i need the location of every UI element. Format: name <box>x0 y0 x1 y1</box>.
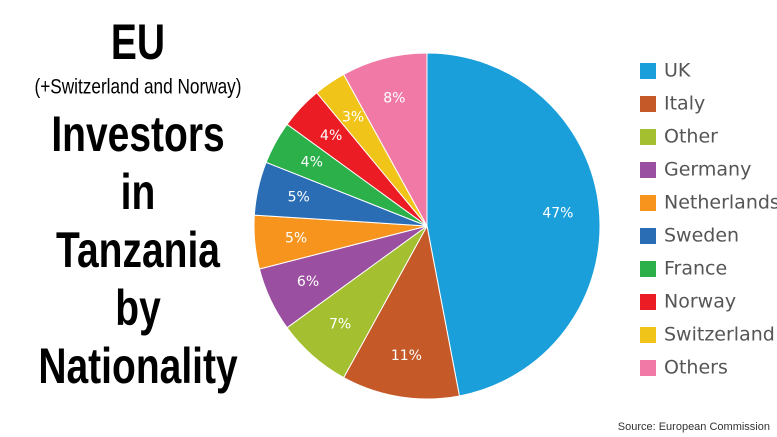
value-label: 8% <box>383 91 405 107</box>
title-block: EU <box>111 13 165 70</box>
chart-title: EU <box>111 13 165 70</box>
value-label: 4% <box>301 155 323 171</box>
legend-swatch <box>640 360 656 376</box>
legend-swatch <box>640 261 656 277</box>
pie-slice <box>342 52 428 227</box>
value-label: 6% <box>297 274 319 290</box>
legend-swatch <box>640 294 656 310</box>
value-label: 47% <box>542 206 573 222</box>
value-label: 5% <box>285 230 307 246</box>
legend-swatch <box>640 327 656 343</box>
title-line: Investors <box>51 105 224 162</box>
legend-label: Germany <box>664 159 751 181</box>
legend-label: UK <box>664 60 691 82</box>
title-line: by <box>115 279 161 336</box>
legend-label: Norway <box>664 291 736 313</box>
subtitle-block: (+Switzerland and Norway) <box>34 76 241 99</box>
legend-swatch <box>640 96 656 112</box>
legend-swatch <box>640 228 656 244</box>
title-line: in <box>121 163 156 220</box>
value-label: 4% <box>320 128 342 144</box>
legend-label: Switzerland <box>664 324 775 346</box>
legend-swatch <box>640 195 656 211</box>
legend-label: France <box>664 258 727 280</box>
legend-label: Other <box>664 126 718 148</box>
value-label: 11% <box>391 348 422 364</box>
title-line: Tanzania <box>56 221 221 278</box>
title-line: Nationality <box>38 337 237 394</box>
legend-label: Sweden <box>664 225 739 247</box>
pie-slice <box>426 52 601 397</box>
value-label: 5% <box>288 189 310 205</box>
legend-swatch <box>640 129 656 145</box>
legend-label: Italy <box>664 93 705 115</box>
legend-swatch <box>640 63 656 79</box>
source: Source: European Commission <box>618 421 770 433</box>
value-label: 7% <box>329 317 351 333</box>
chart-subtitle: (+Switzerland and Norway) <box>34 76 241 99</box>
legend-label: Others <box>664 357 728 379</box>
legend-swatch <box>640 162 656 178</box>
value-label: 3% <box>342 109 364 125</box>
legend-label: Netherlands <box>664 192 777 214</box>
pie-slice <box>342 224 461 400</box>
